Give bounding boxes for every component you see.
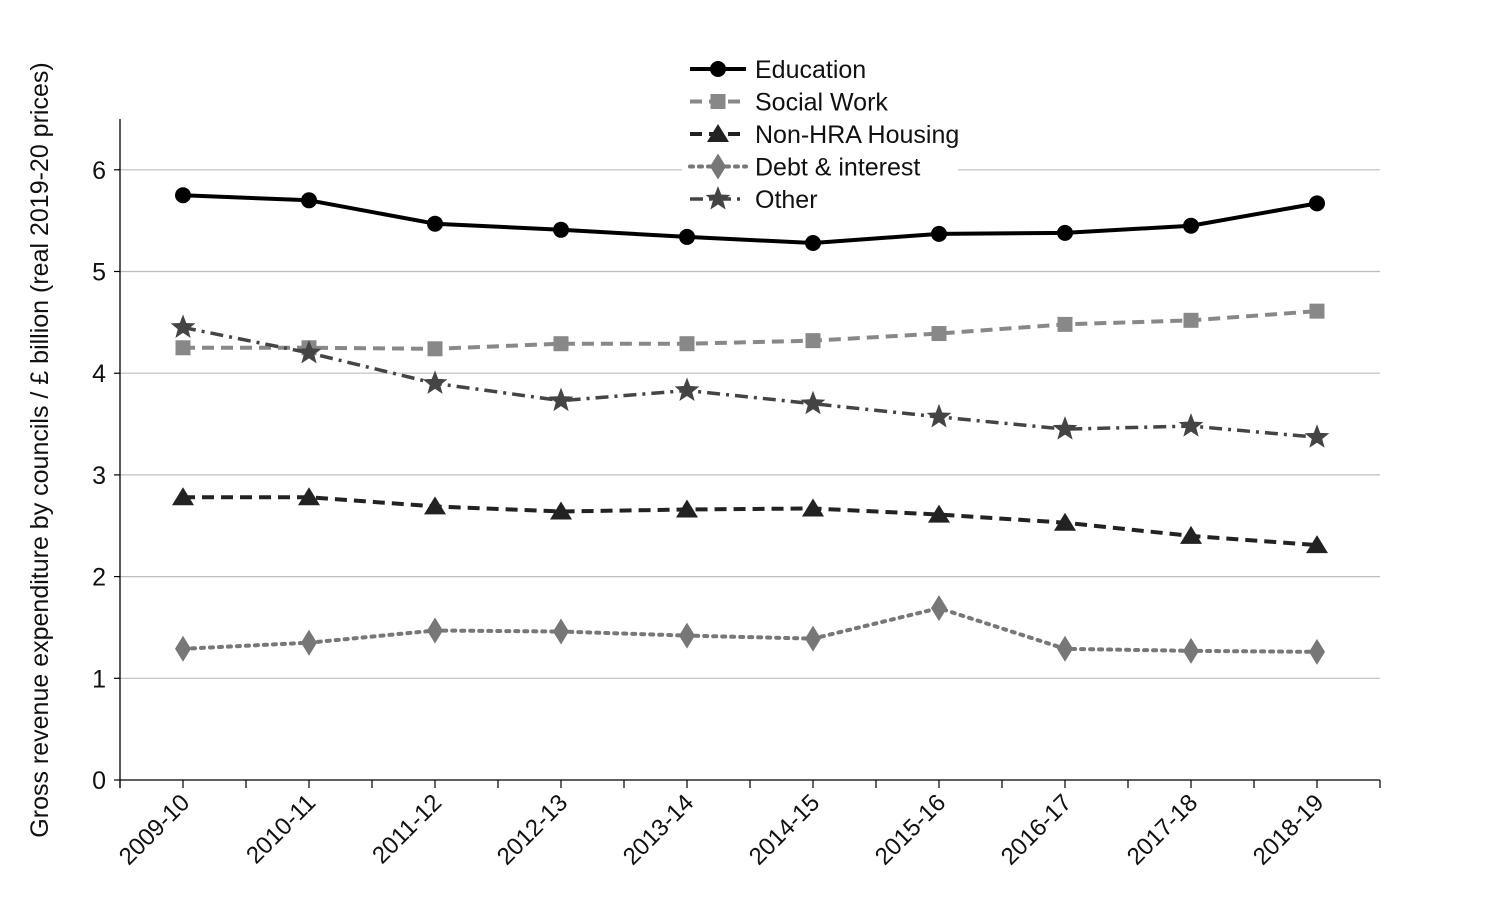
x-tick-label: 2009-10 bbox=[114, 789, 195, 870]
non-hra-housing-point bbox=[550, 501, 572, 520]
debt-and-interest-line bbox=[181, 606, 1319, 654]
debt-and-interest-point bbox=[175, 635, 191, 662]
x-tick-label: 2011-12 bbox=[367, 789, 447, 869]
legend-marker-other bbox=[705, 186, 731, 210]
x-tick-label: 2015-16 bbox=[870, 789, 951, 870]
non-hra-housing-point bbox=[676, 499, 698, 518]
debt-and-interest-point bbox=[931, 595, 947, 622]
debt-and-interest-point bbox=[427, 617, 443, 644]
legend-marker-education bbox=[710, 61, 726, 77]
y-tick-label: 0 bbox=[92, 767, 106, 795]
education-point bbox=[1183, 217, 1199, 234]
education-point bbox=[931, 225, 947, 242]
x-tick-label: 2012-13 bbox=[492, 789, 573, 870]
education-point bbox=[301, 192, 317, 209]
non-hra-housing-point bbox=[928, 504, 950, 523]
legend-label-debt-and-interest: Debt & interest bbox=[755, 154, 920, 182]
other-point bbox=[674, 377, 700, 402]
legend-item-other: Other bbox=[690, 186, 818, 214]
non-hra-housing-point bbox=[1054, 512, 1076, 531]
education-line bbox=[182, 193, 1318, 246]
non-hra-housing-line bbox=[183, 495, 1318, 548]
y-tick-label: 5 bbox=[92, 259, 106, 287]
series-social-work bbox=[175, 303, 1325, 357]
education-point bbox=[427, 215, 443, 232]
other-point bbox=[1304, 424, 1330, 448]
other-point bbox=[548, 387, 574, 412]
other-line bbox=[182, 325, 1318, 440]
y-tick-label: 6 bbox=[92, 157, 106, 185]
education-point bbox=[679, 228, 695, 245]
debt-and-interest-point bbox=[1057, 635, 1073, 662]
y-axis-ticks: 0 1 2 3 4 5 6 bbox=[92, 157, 120, 795]
education-point bbox=[1309, 195, 1325, 212]
x-tick-label: 2018-19 bbox=[1248, 789, 1329, 870]
debt-and-interest-point bbox=[1309, 638, 1325, 665]
social-work-point bbox=[1057, 316, 1073, 332]
debt-and-interest-point bbox=[679, 622, 695, 649]
education-point bbox=[1057, 224, 1073, 241]
legend-label-social-work: Social Work bbox=[755, 89, 888, 117]
other-point bbox=[1052, 416, 1078, 440]
social-work-point bbox=[1183, 312, 1199, 328]
education-point bbox=[553, 221, 569, 238]
social-work-point bbox=[931, 326, 947, 342]
series-debt-and-interest bbox=[175, 595, 1325, 665]
x-tick-label: 2013-14 bbox=[618, 789, 699, 870]
series-non-hra-housing bbox=[172, 487, 1328, 554]
legend-item-social-work: Social Work bbox=[690, 89, 888, 117]
non-hra-housing-point bbox=[1306, 535, 1328, 554]
non-hra-housing-point bbox=[802, 498, 824, 517]
social-work-point bbox=[553, 336, 569, 352]
series-group bbox=[170, 187, 1330, 665]
legend-marker-non-hra-housing bbox=[707, 124, 729, 142]
y-axis-label: Gross revenue expenditure by councils / … bbox=[26, 62, 54, 837]
x-tick-label: 2017-18 bbox=[1122, 789, 1203, 870]
debt-and-interest-point bbox=[805, 625, 821, 652]
education-point bbox=[805, 235, 821, 252]
debt-and-interest-point bbox=[553, 618, 569, 645]
y-tick-label: 1 bbox=[92, 665, 106, 693]
education-point bbox=[175, 187, 191, 204]
x-tick-label: 2010-11 bbox=[241, 789, 321, 869]
social-work-line bbox=[183, 309, 1318, 351]
series-education bbox=[175, 187, 1325, 252]
non-hra-housing-point bbox=[424, 496, 446, 515]
legend: Education Social Work Non-HRA Housing Debt … bbox=[682, 48, 959, 216]
y-tick-label: 2 bbox=[92, 564, 106, 592]
x-axis-ticks: 2009-10 2010-11 2011-12 2012-13 2013-14 2014-… bbox=[114, 780, 1329, 871]
other-point bbox=[800, 390, 826, 415]
debt-and-interest-point bbox=[301, 629, 317, 656]
social-work-point bbox=[805, 333, 821, 349]
social-work-point bbox=[679, 336, 695, 352]
non-hra-housing-point bbox=[172, 487, 194, 506]
social-work-point bbox=[1309, 303, 1325, 319]
legend-label-other: Other bbox=[755, 186, 818, 214]
legend-item-debt-and-interest: Debt & interest bbox=[688, 153, 920, 182]
series-other bbox=[170, 314, 1330, 448]
axes bbox=[119, 118, 1381, 788]
legend-label-education: Education bbox=[755, 56, 866, 84]
debt-and-interest-point bbox=[1183, 637, 1199, 664]
social-work-point bbox=[427, 341, 443, 357]
legend-marker-debt-and-interest bbox=[710, 153, 726, 180]
non-hra-housing-point bbox=[298, 487, 320, 506]
non-hra-housing-point bbox=[1180, 525, 1202, 544]
legend-label-non-hra-housing: Non-HRA Housing bbox=[755, 121, 959, 149]
social-work-point bbox=[175, 340, 191, 356]
other-point bbox=[170, 314, 196, 338]
other-point bbox=[422, 370, 448, 394]
other-point bbox=[1178, 413, 1204, 437]
y-tick-label: 3 bbox=[92, 462, 106, 490]
legend-item-non-hra-housing: Non-HRA Housing bbox=[690, 121, 959, 149]
legend-marker-social-work bbox=[710, 94, 726, 109]
legend-item-education: Education bbox=[690, 56, 866, 84]
x-tick-label: 2016-17 bbox=[996, 789, 1077, 870]
other-point bbox=[296, 339, 322, 364]
y-tick-label: 4 bbox=[92, 360, 106, 388]
other-point bbox=[926, 403, 952, 428]
x-tick-label: 2014-15 bbox=[744, 789, 825, 870]
